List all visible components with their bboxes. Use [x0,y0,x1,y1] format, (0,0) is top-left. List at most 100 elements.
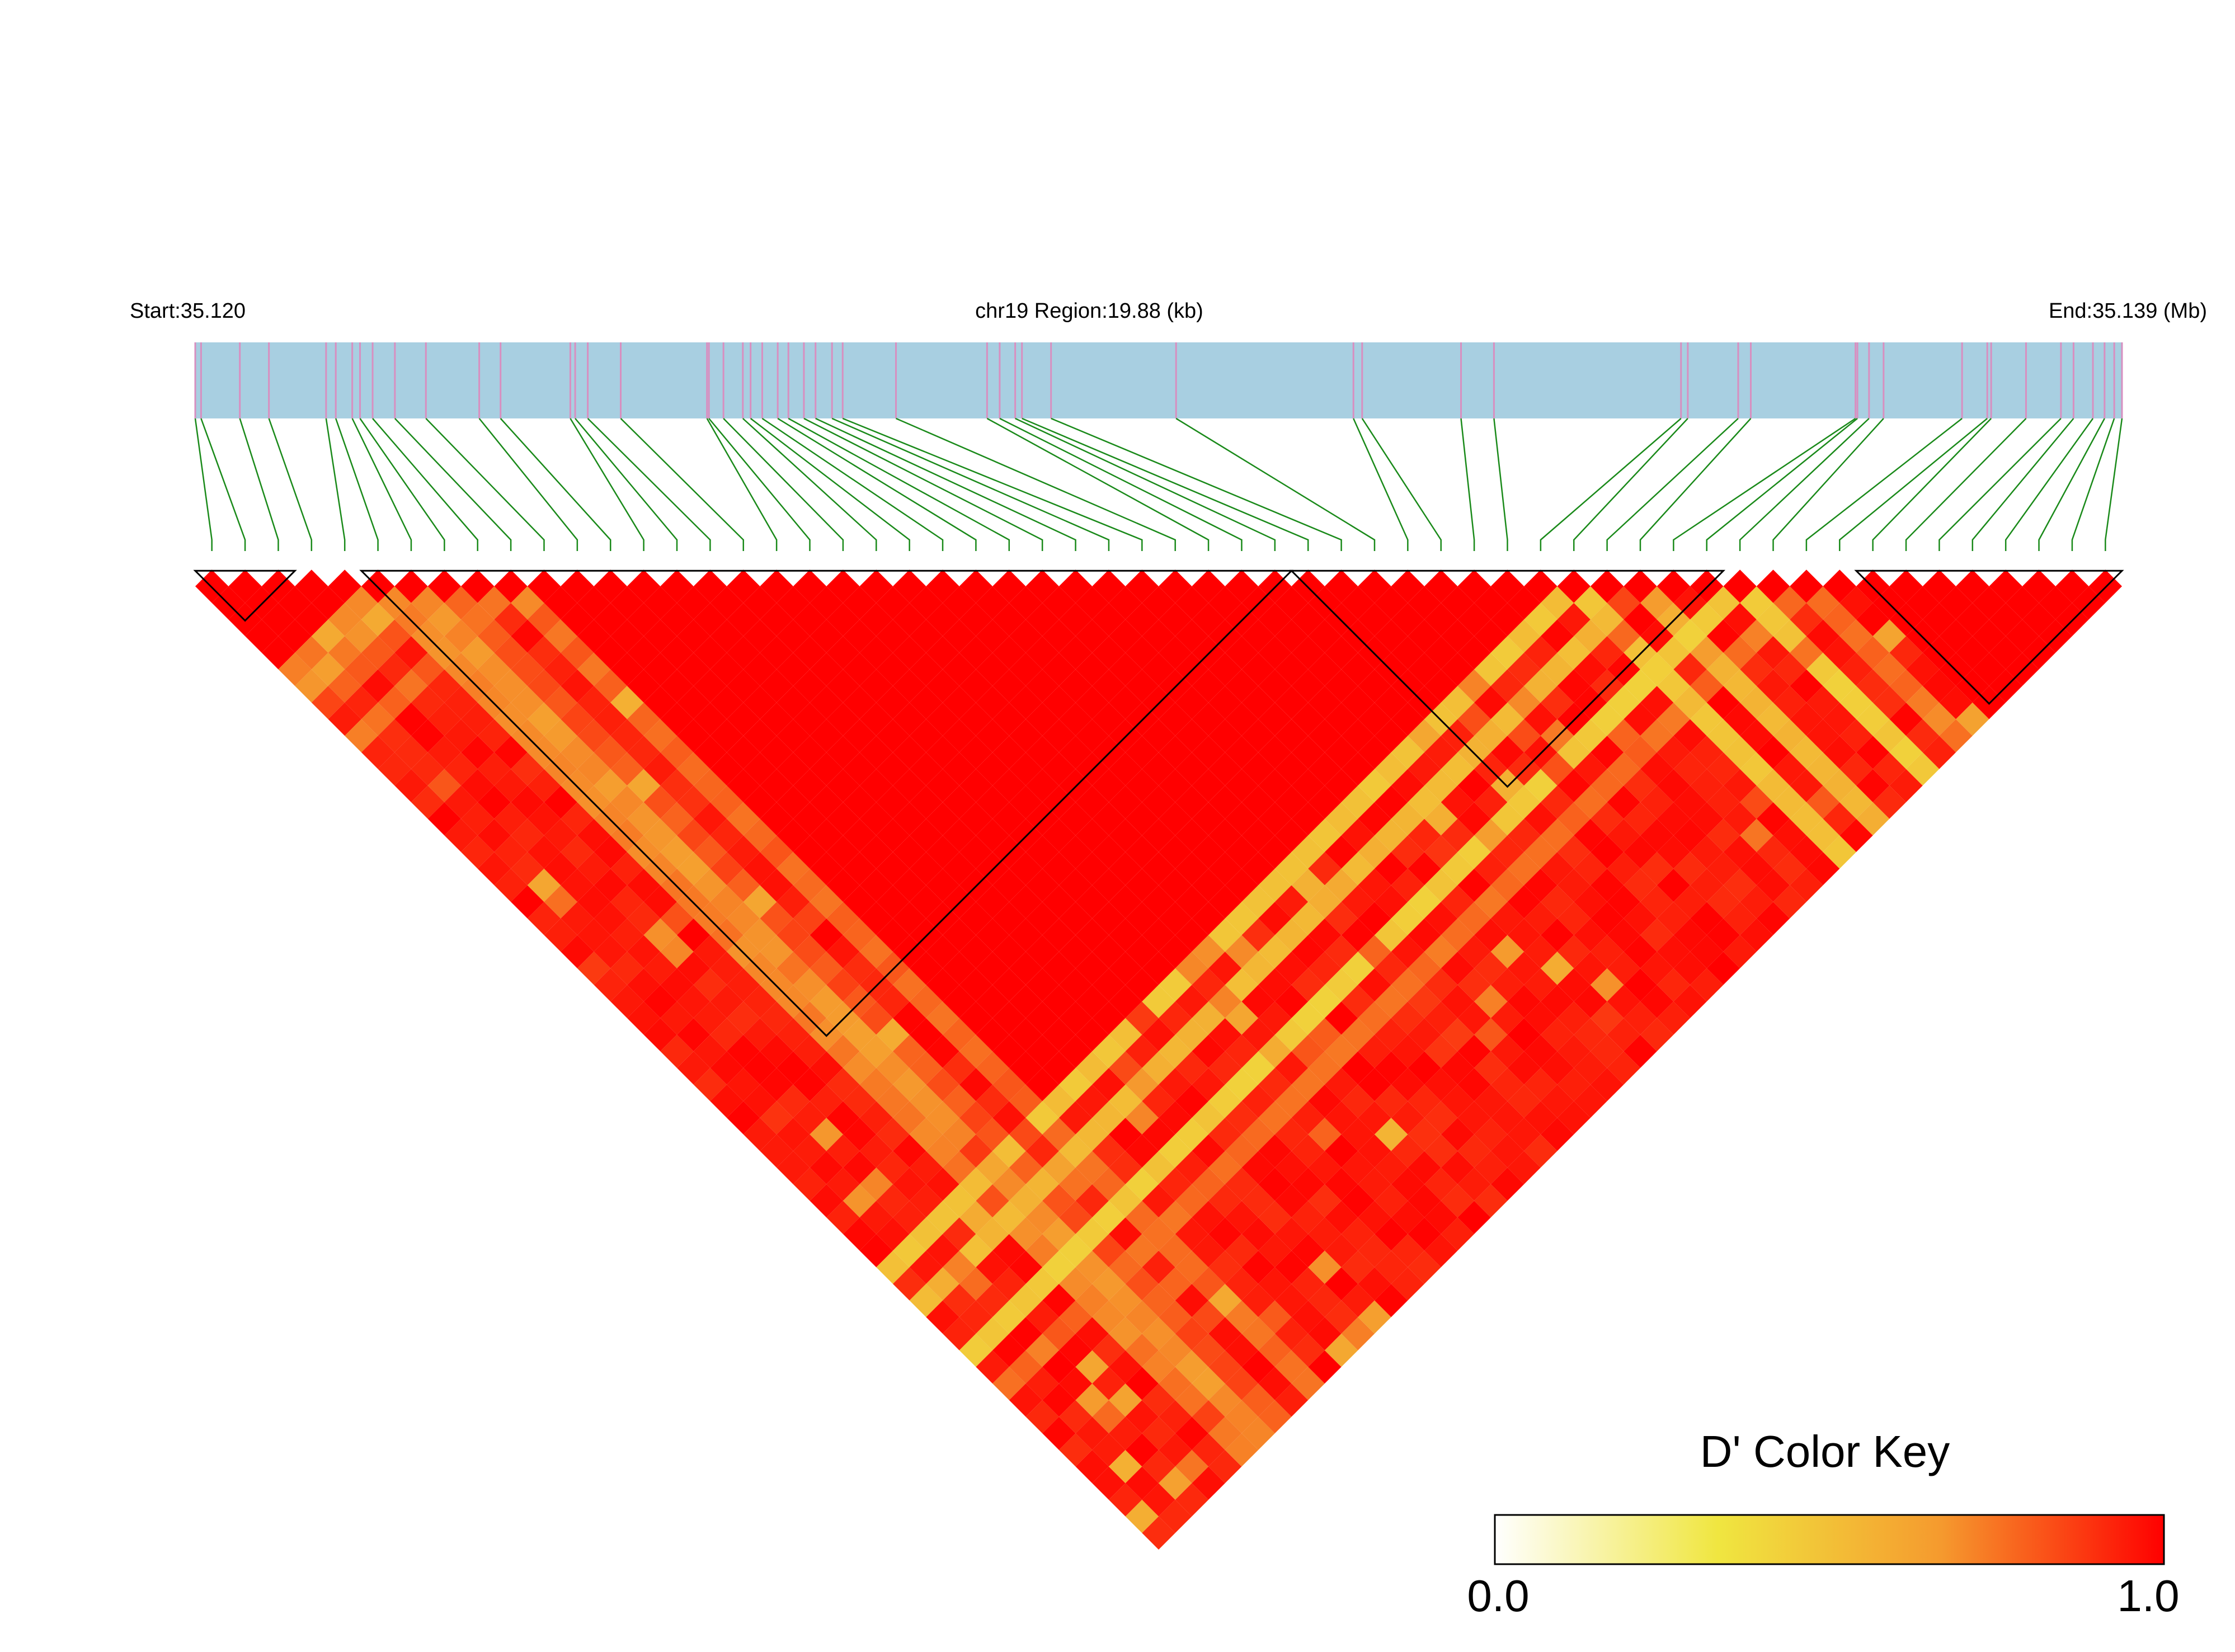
ld-cell [1540,752,1574,786]
ld-cell [1075,1449,1109,1484]
ld-cell [1507,1051,1541,1085]
ld-cell [909,752,943,786]
ld-cell [577,652,611,686]
ld-cell [959,935,993,968]
ld-cell [876,586,910,620]
ld-cell [826,802,860,836]
ld-cell [1241,1151,1275,1184]
ld-cell [1241,1383,1275,1417]
ld-cell [727,570,760,603]
ld-cell [1922,702,1956,736]
ld-cell [1192,1001,1225,1035]
ld-cell [1557,636,1591,670]
ld-cell [1640,918,1674,952]
ld-cell [345,719,378,752]
ld-cell [1474,1151,1508,1184]
ld-cell [1291,1134,1325,1168]
ld-cell [1823,603,1856,637]
ld-cell [1706,852,1740,886]
ld-cell [1058,1001,1093,1035]
ld-cell [1258,669,1292,703]
snp-connector [200,418,246,551]
ld-cell [1839,752,1873,786]
ld-cell [1540,818,1574,853]
ld-cell [1108,586,1142,620]
ld-cell [1690,603,1724,637]
ld-cell [727,802,760,836]
ld-cell [1258,1068,1292,1102]
ld-cell [1241,619,1275,653]
ld-cell [1225,736,1259,769]
ld-cell [477,818,511,853]
ld-cell [1490,1034,1524,1068]
ld-cell [909,619,943,653]
ld-cell [1806,818,1840,853]
ld-cell [909,852,943,886]
ld-cell [1607,885,1640,919]
ld-cell [1374,1283,1408,1317]
ld-cell [1241,752,1275,786]
ld-cell [1324,868,1358,902]
ld-cell [1291,902,1325,935]
ld-cell [444,686,478,719]
ld-cell [1806,586,1840,620]
ld-cell [1590,736,1624,769]
ld-cell [345,686,378,719]
ld-cell [777,1084,810,1118]
ld-cell [826,1101,860,1135]
ld-cell [1241,985,1275,1018]
ld-cell [1358,1134,1391,1168]
ld-cell [1424,1001,1458,1035]
ld-cell [394,636,428,670]
ld-cell [1989,603,2022,637]
ld-cell [1092,1168,1126,1201]
ld-cell [1457,669,1491,703]
ld-cell [1125,1433,1159,1467]
ld-cell [1192,669,1225,703]
ld-cell [1042,1151,1076,1184]
ld-cell [544,852,577,886]
ld-cell [1839,686,1873,719]
ld-cell [1540,1084,1574,1118]
ld-cell [826,1068,860,1102]
ld-cell [892,1267,926,1301]
ld-cell [1706,619,1740,653]
ld-cell [727,603,760,637]
ld-cell [1673,619,1707,653]
ld-cell [826,1034,860,1068]
ld-cell [1058,1034,1093,1068]
snp-connector [1772,418,1884,551]
ld-cell [727,1001,760,1035]
ld-cell [1142,1018,1175,1052]
ld-cell [577,918,611,952]
ld-cell [876,885,910,919]
snp-connector [831,417,1110,551]
snp-connector [1839,418,1988,551]
ld-cell [1607,985,1640,1018]
ld-cell [1457,603,1491,637]
ld-cell [378,619,411,653]
ld-cell [826,702,860,736]
ld-cell [1092,1433,1126,1467]
ld-cell [1192,1034,1225,1068]
ld-cell [1192,968,1225,1002]
ld-cell [959,1068,993,1102]
ld-cell [477,586,511,620]
ld-cell [477,619,511,653]
ld-cell [959,736,993,769]
ld-cell [1025,1134,1059,1168]
ld-cell [1441,619,1475,653]
ld-cell [1607,752,1640,786]
ld-cell [1092,1367,1126,1400]
ld-cell [1108,1383,1142,1417]
ld-cell [1324,935,1358,968]
ld-cell [494,868,528,902]
ld-cell [876,1250,910,1284]
ld-cell [1823,636,1856,670]
snp-connector [620,418,745,551]
ld-cell [1192,702,1225,736]
ld-cell [1341,885,1375,919]
ld-cell [1956,702,1989,736]
ld-cell [1225,669,1259,703]
